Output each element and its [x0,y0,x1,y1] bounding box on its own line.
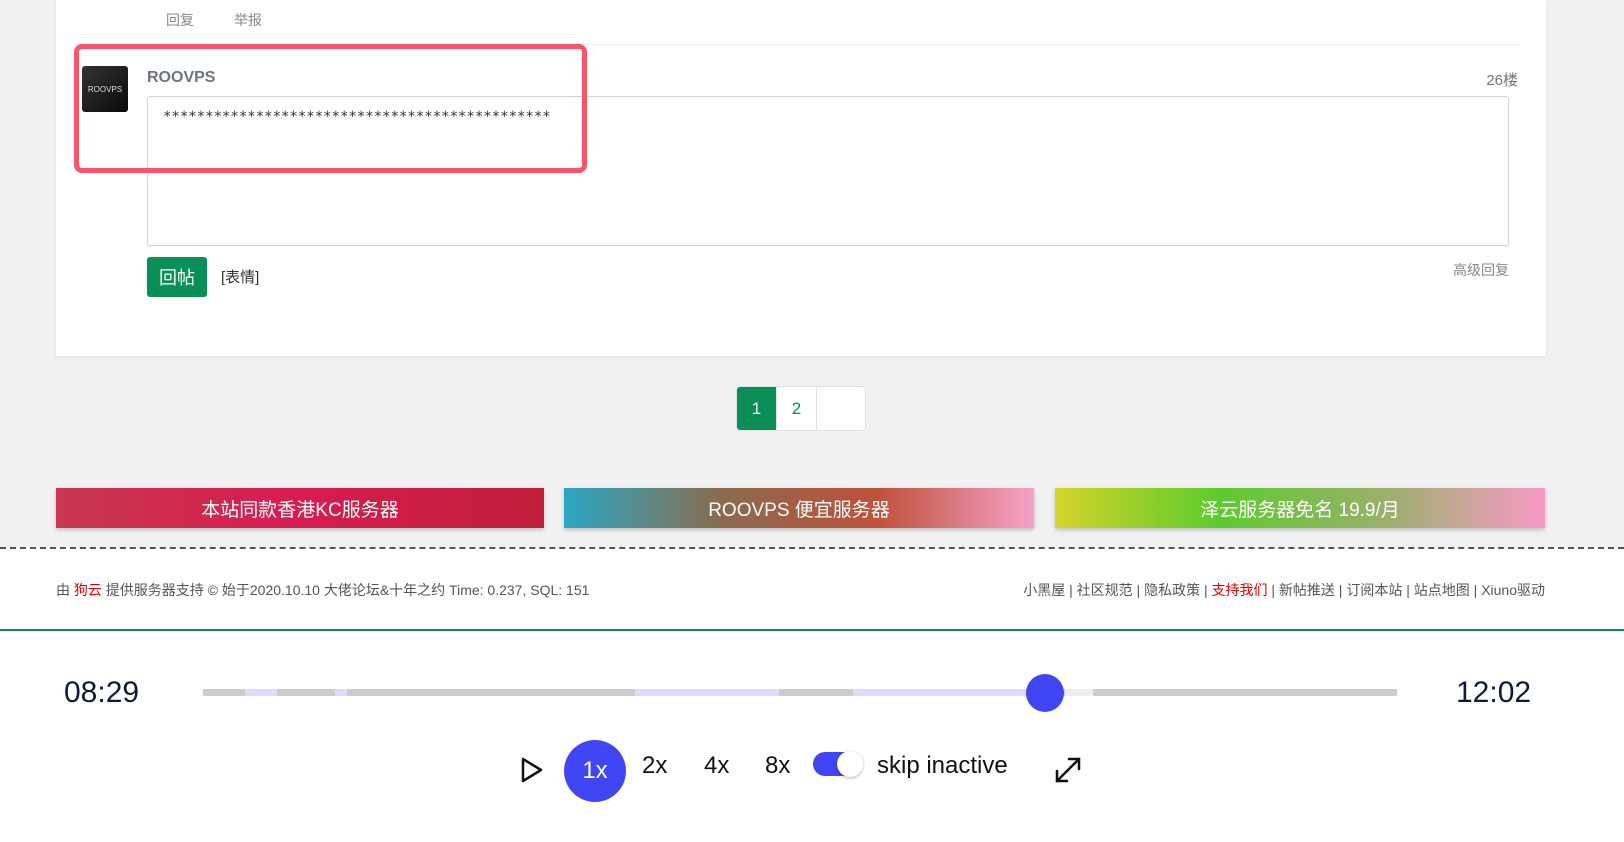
link-separator: | [1334,582,1347,598]
player-top-border [0,629,1624,631]
avatar: ROOVPS [82,66,128,112]
progress-track[interactable] [203,689,1397,696]
speed-4x-button[interactable]: 4x [704,752,730,779]
link-separator: | [1200,582,1212,598]
advanced-reply-link[interactable]: 高级回复 [1453,262,1509,278]
footer-link[interactable]: 隐私政策 [1144,582,1201,598]
highlight-box [74,44,587,173]
current-time: 08:29 [64,676,140,709]
reply-link[interactable]: 回复 [166,12,194,28]
floor-number: 26楼 [1486,72,1518,89]
skip-inactive-toggle[interactable] [813,751,863,777]
footer-link[interactable]: 小黑屋 [1023,582,1066,598]
skip-inactive-label: skip inactive [877,752,1008,779]
page-1[interactable]: 1 [737,387,777,430]
submit-reply-button[interactable]: 回帖 [147,257,207,297]
fullscreen-icon [1055,757,1081,783]
page-next[interactable] [817,387,865,430]
footer-link[interactable]: 站点地图 [1413,582,1470,598]
activity-segment [245,689,277,696]
speed-1x-button[interactable]: 1x [564,740,626,802]
link-separator: | [1065,582,1077,598]
link-separator: | [1402,582,1414,598]
reply-textarea[interactable]: ****************************************… [147,96,1509,246]
ad-banner-kc[interactable]: 本站同款香港KC服务器 [56,488,544,528]
footer-link[interactable]: Xiuno驱动 [1481,582,1545,598]
activity-segment [1065,689,1093,696]
footer-link[interactable]: 订阅本站 [1346,582,1403,598]
sponsor-link[interactable]: 狗云 [73,582,102,598]
footer-prefix: 由 [56,582,70,598]
username: ROOVPS [147,69,216,86]
footer-links: 小黑屋 | 社区规范 | 隐私政策 | 支持我们 | 新帖推送 | 订阅本站 |… [1023,580,1545,600]
activity-segment [853,689,1047,696]
footer-credits: 由 狗云 提供服务器支持 © 始于2020.10.10 大佬论坛&十年之约 Ti… [56,580,589,600]
speed-8x-button[interactable]: 8x [765,752,791,779]
activity-segment [635,689,779,696]
footer-link[interactable]: 社区规范 [1076,582,1133,598]
speed-2x-button[interactable]: 2x [642,752,668,779]
emoji-link[interactable]: [表情] [221,269,260,286]
play-icon [521,757,543,783]
link-separator: | [1132,582,1145,598]
ad-banner-roovps[interactable]: ROOVPS 便宜服务器 [564,488,1034,528]
avatar-logo: ROOVPS [87,84,123,94]
play-button[interactable] [520,757,544,790]
pagination: 1 2 [736,386,866,431]
footer-link[interactable]: 支持我们 [1211,582,1268,598]
footer-link[interactable]: 新帖推送 [1278,582,1335,598]
link-separator: | [1267,582,1279,598]
report-link[interactable]: 举报 [234,12,262,28]
link-separator: | [1469,582,1482,598]
total-time: 12:02 [1456,676,1532,709]
dashed-divider [0,547,1624,549]
reply-card: 回复 举报 ROOVPS ROOVPS 26楼 *****************… [56,0,1546,356]
activity-segment [335,689,347,696]
divider [76,44,1520,45]
footer-text: 提供服务器支持 © 始于2020.10.10 大佬论坛&十年之约 Time: 0… [105,582,590,598]
page-2[interactable]: 2 [777,387,817,430]
toggle-knob [837,751,863,777]
progress-handle[interactable] [1025,674,1064,712]
ad-banner-zeyun[interactable]: 泽云服务器免名 19.9/月 [1055,488,1545,528]
fullscreen-button[interactable] [1053,755,1083,792]
